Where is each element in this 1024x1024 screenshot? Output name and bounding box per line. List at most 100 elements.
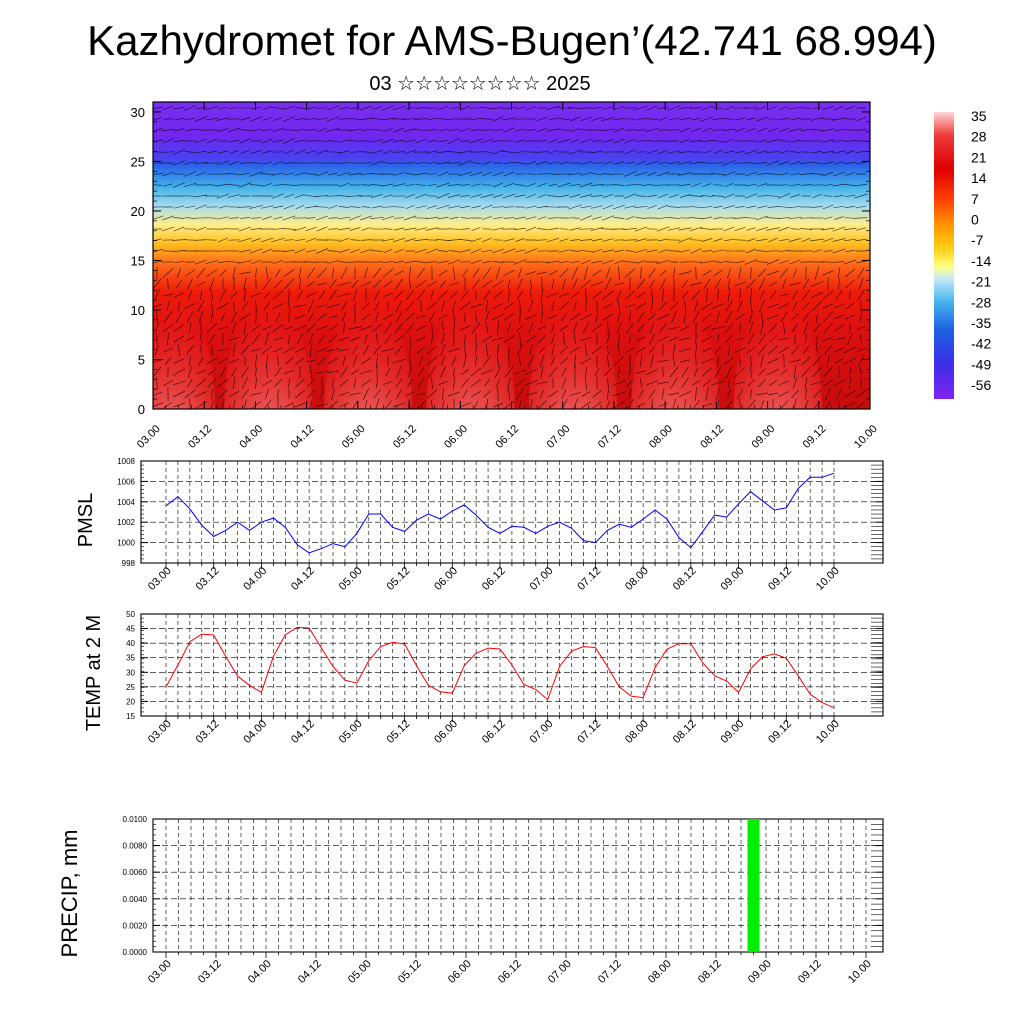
wind-vector [338, 150, 350, 154]
wind-vector [551, 301, 555, 311]
wind-vector [801, 356, 811, 366]
wind-vector [416, 392, 426, 396]
wind-vector [812, 366, 822, 378]
x-tick-label: 04.00 [241, 565, 269, 593]
wind-vector [681, 366, 689, 378]
wind-vector [153, 358, 164, 363]
wind-vector [361, 128, 371, 132]
wind-vector [702, 324, 712, 332]
wind-vector [802, 345, 810, 355]
wind-vector [822, 303, 834, 309]
wind-vector [716, 334, 720, 344]
wind-vector [240, 172, 250, 176]
wind-vector [172, 368, 186, 376]
wind-vector [636, 160, 646, 166]
wind-vector [381, 117, 395, 121]
wind-vector [711, 380, 725, 386]
wind-vector [492, 106, 504, 110]
wind-vector [514, 249, 526, 253]
wind-vector [415, 227, 427, 231]
wind-vector [745, 171, 757, 177]
wind-vector [439, 280, 447, 288]
wind-vector [464, 343, 466, 357]
wind-vector [221, 398, 225, 409]
wind-vector [701, 250, 713, 252]
wind-vector [480, 138, 494, 144]
wind-vector [315, 195, 329, 197]
wind-vector [250, 292, 262, 298]
wind-vector [483, 290, 491, 300]
wind-vector [227, 260, 241, 264]
wind-vector [381, 348, 395, 352]
wind-vector [812, 249, 822, 253]
wind-vector [691, 290, 701, 300]
wind-vector [647, 195, 657, 197]
wind-vector [559, 357, 569, 365]
wind-vector [667, 227, 681, 231]
wind-vector [594, 367, 600, 377]
y-tick-label: 1004 [117, 498, 135, 507]
wind-vector [656, 140, 670, 142]
wind-vector [737, 300, 743, 312]
wind-vector [766, 227, 780, 231]
wind-vector [856, 390, 866, 398]
wind-vector [475, 332, 477, 346]
wind-vector [516, 324, 524, 332]
wind-vector [559, 228, 569, 230]
wind-vector [207, 378, 217, 388]
wind-vector [495, 266, 501, 280]
wind-vector [326, 116, 340, 122]
y-tick-label: 10 [131, 303, 145, 318]
wind-vector [821, 128, 835, 132]
wind-vector [648, 389, 656, 399]
wind-vector [750, 288, 752, 302]
wind-vector [437, 216, 449, 220]
wind-vector [440, 343, 446, 357]
wind-vector [779, 106, 789, 110]
wind-vector [219, 288, 227, 302]
wind-vector [262, 278, 272, 290]
wind-vector [287, 378, 291, 388]
wind-vector [196, 369, 206, 375]
wind-vector [725, 300, 733, 312]
wind-vector [262, 106, 272, 110]
wind-vector [327, 370, 339, 374]
wind-vector [826, 355, 830, 367]
wind-vector [658, 193, 668, 199]
wind-vector [625, 290, 635, 300]
wind-vector [405, 204, 415, 210]
wind-vector [526, 193, 536, 199]
wind-vector [294, 149, 306, 155]
wind-vector [605, 267, 611, 279]
wind-vector [547, 292, 559, 298]
wind-vector [283, 370, 295, 374]
wind-vector [304, 173, 318, 175]
warm-maximum [153, 299, 215, 409]
wind-vector [717, 288, 719, 302]
wind-vector [485, 343, 489, 357]
wind-vector [658, 161, 668, 165]
wind-vector [700, 140, 714, 142]
wind-vector [821, 227, 835, 231]
wind-vector [318, 334, 326, 344]
wind-vector [548, 366, 558, 378]
wind-vector [746, 227, 756, 231]
wind-vector [703, 278, 711, 290]
wind-vector [209, 277, 215, 291]
wind-vector [437, 139, 449, 143]
wind-vector [272, 183, 284, 187]
wind-vector [404, 106, 416, 110]
wind-vector [262, 325, 272, 331]
x-tick-label: 03.00 [135, 423, 163, 451]
wind-vector [592, 216, 602, 220]
wind-vector [360, 151, 372, 153]
wind-vector [430, 333, 434, 345]
wind-vector [238, 226, 252, 232]
wind-vector [284, 149, 294, 155]
wind-vector [584, 343, 588, 357]
wind-vector [249, 171, 263, 177]
wind-vector [360, 248, 372, 254]
wind-vector [613, 106, 625, 110]
x-tick-label: 08.00 [647, 423, 675, 451]
